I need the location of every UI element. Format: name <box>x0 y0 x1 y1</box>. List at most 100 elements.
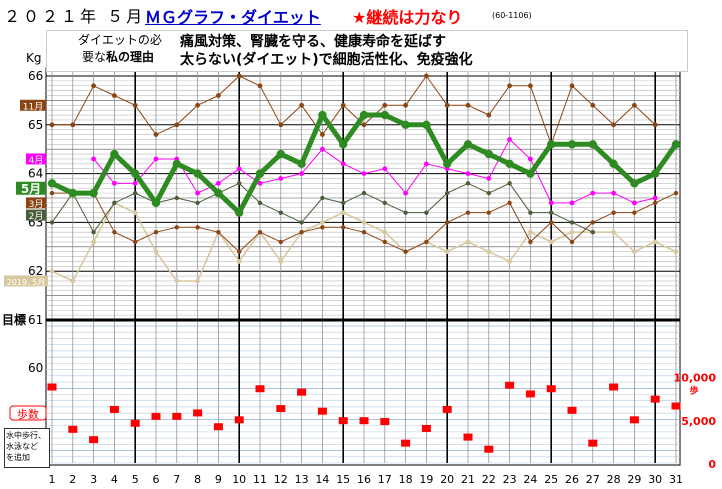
data-point <box>299 171 304 176</box>
data-point <box>362 230 366 234</box>
data-point <box>91 240 96 245</box>
data-point <box>195 103 200 108</box>
x-tick-label: 25 <box>544 473 558 486</box>
x-tick-label: 20 <box>440 473 454 486</box>
step-tick-label: 0 <box>708 458 716 471</box>
data-point <box>445 191 449 195</box>
step-marker <box>318 408 327 415</box>
step-marker <box>110 406 119 413</box>
data-point <box>549 200 554 205</box>
data-point <box>237 181 241 185</box>
data-point <box>91 83 96 88</box>
data-point <box>195 279 200 284</box>
step-marker <box>68 426 77 433</box>
data-point <box>133 240 137 244</box>
step-marker <box>172 413 181 420</box>
y-axis-label: Kg <box>26 51 42 65</box>
data-point <box>443 160 451 168</box>
data-point <box>50 191 54 195</box>
steps-legend-label: 歩数 <box>17 407 39 421</box>
x-tick-label: 27 <box>586 473 600 486</box>
data-point <box>466 171 471 176</box>
step-marker <box>235 416 244 423</box>
data-point <box>256 169 264 177</box>
y-tick-label: 66 <box>28 69 43 83</box>
x-tick-label: 17 <box>378 473 392 486</box>
data-point <box>403 191 408 196</box>
data-point <box>237 74 242 79</box>
data-point <box>216 93 221 98</box>
data-point <box>383 201 387 205</box>
data-point <box>674 249 679 254</box>
step-marker <box>214 423 223 430</box>
x-tick-label: 26 <box>565 473 579 486</box>
data-point <box>591 230 595 234</box>
data-point <box>485 150 493 158</box>
step-marker <box>152 413 161 420</box>
data-point <box>507 181 511 185</box>
data-point <box>422 121 430 129</box>
data-point <box>154 157 159 162</box>
step-unit-label: 歩 <box>689 385 698 397</box>
x-tick-label: 6 <box>153 473 160 486</box>
series-label: 2019. 5月 <box>7 278 46 287</box>
data-point <box>216 181 221 186</box>
data-point <box>466 103 471 108</box>
x-tick-label: 7 <box>173 473 180 486</box>
data-point <box>632 200 637 205</box>
graph-title[interactable]: ＭＧグラフ・ダイエット <box>145 4 321 28</box>
data-point <box>549 240 554 245</box>
data-point <box>651 169 659 177</box>
step-marker <box>193 409 202 416</box>
x-tick-label: 22 <box>482 473 496 486</box>
step-marker <box>131 420 140 427</box>
data-point <box>507 201 511 205</box>
data-point <box>486 176 491 181</box>
data-point <box>133 191 137 195</box>
y-tick-label: 64 <box>28 167 43 181</box>
data-point <box>70 279 75 284</box>
data-point <box>278 176 283 181</box>
data-point <box>445 220 449 224</box>
year-month-title: ２０２１年 ５月 <box>4 3 145 27</box>
step-marker <box>48 384 57 391</box>
x-tick-label: 4 <box>111 473 118 486</box>
step-marker <box>505 382 514 389</box>
reason-line-1: 痛風対策、腎臓を守る、健康寿命を延ばす <box>180 31 446 51</box>
data-point <box>611 230 616 235</box>
data-point <box>258 230 262 234</box>
data-point <box>69 189 77 197</box>
data-point <box>133 210 138 215</box>
series-label: 4月 <box>29 155 44 166</box>
data-point <box>570 240 574 244</box>
data-point <box>589 140 597 148</box>
data-point <box>112 181 117 186</box>
data-point <box>50 220 54 224</box>
series-label: 2月 <box>29 211 44 222</box>
data-point <box>174 279 179 284</box>
reason-label-1: ダイエットの必 <box>78 31 162 48</box>
data-point <box>91 230 95 234</box>
data-point <box>278 259 283 264</box>
data-point <box>609 160 617 168</box>
data-point <box>299 230 303 234</box>
data-point <box>466 240 471 245</box>
data-point <box>237 249 241 253</box>
data-point <box>528 83 533 88</box>
reason-label-2b: 私の理由 <box>106 50 154 64</box>
data-point <box>632 103 637 108</box>
data-point <box>632 210 636 214</box>
data-point <box>466 181 470 185</box>
x-tick-label: 12 <box>274 473 288 486</box>
data-point <box>175 225 179 229</box>
data-point <box>278 122 283 127</box>
data-point <box>320 196 324 200</box>
x-tick-label: 5 <box>132 473 139 486</box>
step-marker <box>401 440 410 447</box>
step-marker <box>339 417 348 424</box>
data-point <box>403 249 407 253</box>
data-point <box>464 140 472 148</box>
data-point <box>50 269 55 274</box>
step-marker <box>568 407 577 414</box>
x-tick-label: 2 <box>69 473 76 486</box>
